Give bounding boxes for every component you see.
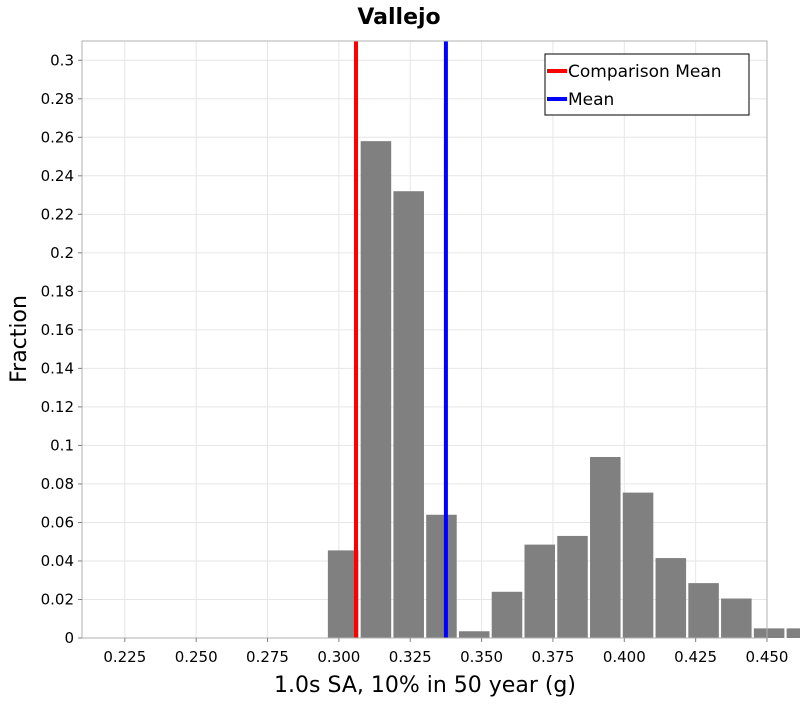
mean-lines xyxy=(354,41,448,638)
y-tick-label: 0.2 xyxy=(50,244,74,262)
y-tick-label: 0.22 xyxy=(41,205,74,223)
x-tick-label: 0.250 xyxy=(175,648,218,666)
histogram-bar xyxy=(327,550,359,638)
legend-box xyxy=(544,53,750,116)
plot-frame xyxy=(81,40,768,639)
legend-label: Comparison Mean xyxy=(568,62,722,82)
legend-label: Mean xyxy=(568,90,614,110)
histogram-bar xyxy=(491,591,523,638)
x-axis-ticks: 0.225 0.250 0.275 0.300 0.325 0.350 0.375 0.400… xyxy=(103,638,788,666)
histogram-bar xyxy=(721,598,752,638)
histogram-bar xyxy=(590,456,621,638)
histogram-bar xyxy=(524,544,556,638)
y-tick-label: 0.16 xyxy=(41,321,74,339)
y-tick-label: 0.02 xyxy=(41,590,74,608)
y-tick-label: 0 xyxy=(64,629,74,647)
histogram-bar xyxy=(786,628,800,638)
x-tick-label: 0.375 xyxy=(531,648,574,666)
y-tick-label: 0.08 xyxy=(41,475,74,493)
x-axis-title: 1.0s SA, 10% in 50 year (g) xyxy=(274,673,576,698)
y-tick-label: 0.14 xyxy=(41,359,74,377)
histogram-bar xyxy=(622,492,654,638)
histogram-bar xyxy=(655,558,687,638)
chart-title: Vallejo xyxy=(357,5,440,30)
x-tick-label: 0.350 xyxy=(460,648,503,666)
histogram-bar xyxy=(426,514,457,638)
legend: Comparison Mean Mean xyxy=(544,53,750,116)
x-tick-label: 0.325 xyxy=(389,648,432,666)
x-tick-label: 0.400 xyxy=(603,648,646,666)
y-axis-title: Fraction xyxy=(7,295,32,383)
x-tick-label: 0.275 xyxy=(246,648,289,666)
histogram-bar xyxy=(360,141,392,638)
x-tick-label: 0.300 xyxy=(317,648,360,666)
y-tick-label: 0.04 xyxy=(41,552,74,570)
histogram-bar xyxy=(393,191,424,639)
y-tick-label: 0.12 xyxy=(41,398,74,416)
y-tick-label: 0.1 xyxy=(50,436,74,454)
y-tick-label: 0.06 xyxy=(41,513,74,531)
x-tick-label: 0.425 xyxy=(674,648,717,666)
histogram-bar xyxy=(688,583,719,638)
histogram-bar xyxy=(753,628,785,638)
x-tick-label: 0.225 xyxy=(103,648,146,666)
grid-lines xyxy=(82,41,768,639)
y-tick-label: 0.18 xyxy=(41,282,74,300)
histogram-bars xyxy=(327,141,800,639)
y-tick-label: 0.28 xyxy=(41,90,74,108)
y-tick-label: 0.3 xyxy=(50,51,74,69)
y-tick-label: 0.26 xyxy=(41,128,74,146)
y-axis-ticks: 0 0.02 0.04 0.06 0.08 0.1 0.12 0.14 0.16 0.18 0.2 0… xyxy=(41,51,82,647)
histogram-bar xyxy=(458,631,490,638)
x-tick-label: 0.450 xyxy=(746,648,789,666)
y-tick-label: 0.24 xyxy=(41,167,74,185)
histogram-bar xyxy=(557,535,588,638)
